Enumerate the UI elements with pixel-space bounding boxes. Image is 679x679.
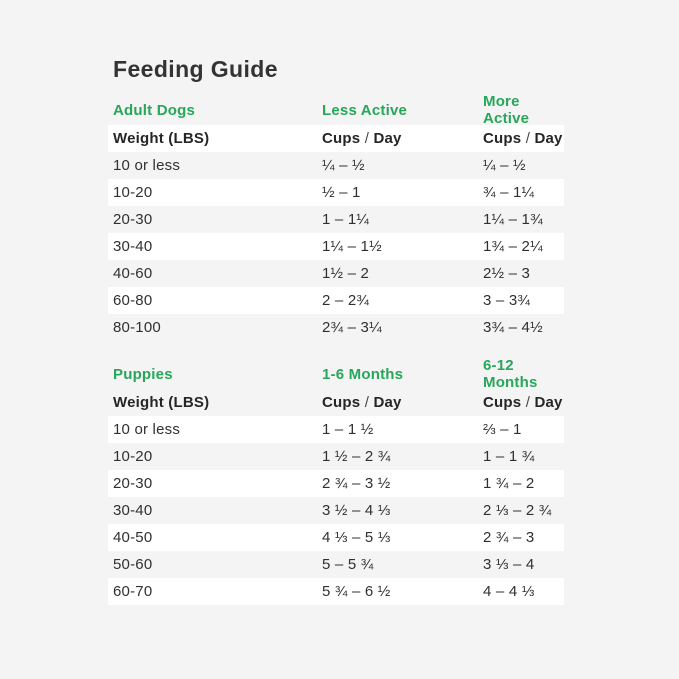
day-word: Day xyxy=(373,394,402,411)
table-row: 10 or less ¼ – ½ ¼ – ½ xyxy=(108,152,564,179)
cups-per-day-header: Cups / Day xyxy=(478,130,564,147)
cups-cell: 2 ⅓ – 2 ¾ xyxy=(483,502,552,519)
day-word: Day xyxy=(534,394,563,411)
table-row: 60-70 5 ¾ – 6 ½ 4 – 4 ⅓ xyxy=(108,578,564,605)
cups-cell: 1¼ – 1½ xyxy=(322,238,382,255)
weight-cell: 10-20 xyxy=(113,448,153,465)
cups-cell: 2 – 2¾ xyxy=(322,292,370,309)
table-row: 30-40 3 ½ – 4 ⅓ 2 ⅓ – 2 ¾ xyxy=(108,497,564,524)
column-label-1-6-months: 1-6 Months xyxy=(322,365,404,383)
weight-cell: 20-30 xyxy=(113,475,153,492)
weight-cell: 60-70 xyxy=(113,583,153,600)
cups-cell: 5 ¾ – 6 ½ xyxy=(322,583,391,600)
cups-cell: 2¾ – 3¼ xyxy=(322,319,382,336)
cups-word: Cups xyxy=(483,130,522,147)
cups-cell: 3 ½ – 4 ⅓ xyxy=(322,502,391,519)
adult-dogs-section-header-row: Adult Dogs Less Active More Active xyxy=(108,93,564,127)
table-row: 10-20 ½ – 1 ¾ – 1¼ xyxy=(108,179,564,206)
weight-cell: 50-60 xyxy=(113,556,153,573)
cups-cell: 1½ – 2 xyxy=(322,265,370,282)
puppies-section-header-row: Puppies 1-6 Months 6-12 Months xyxy=(108,357,564,391)
weight-cell: 60-80 xyxy=(113,292,153,309)
cups-cell: 1¼ – 1¾ xyxy=(483,211,543,228)
cups-word: Cups xyxy=(483,394,522,411)
table-row: 20-30 2 ¾ – 3 ½ 1 ¾ – 2 xyxy=(108,470,564,497)
cups-cell: 1 – 1¼ xyxy=(322,211,370,228)
table-row: 40-60 1½ – 2 2½ – 3 xyxy=(108,260,564,287)
cups-cell: 3 ⅓ – 4 xyxy=(483,556,535,573)
table-row: 10 or less 1 – 1 ½ ⅔ – 1 xyxy=(108,416,564,443)
cups-cell: ¼ – ½ xyxy=(483,157,526,174)
table-row: 50-60 5 – 5 ¾ 3 ⅓ – 4 xyxy=(108,551,564,578)
cups-per-day-header: Cups / Day xyxy=(317,130,478,147)
day-word: Day xyxy=(534,130,563,147)
slash-separator: / xyxy=(525,130,531,147)
slash-separator: / xyxy=(364,394,370,411)
column-label-6-12-months: 6-12 Months xyxy=(483,357,538,391)
column-label-less-active: Less Active xyxy=(322,101,408,119)
cups-cell: 1 – 1 ¾ xyxy=(483,448,535,465)
weight-cell: 10-20 xyxy=(113,184,153,201)
adult-dogs-header-row: Weight (LBS) Cups / Day Cups / Day xyxy=(108,125,564,152)
section-label-puppies: Puppies xyxy=(113,365,173,383)
cups-cell: ¼ – ½ xyxy=(322,157,365,174)
cups-word: Cups xyxy=(322,130,361,147)
puppies-rows: 10 or less 1 – 1 ½ ⅔ – 1 10-20 1 ½ – 2 ¾ 1 – … xyxy=(108,416,564,605)
day-word: Day xyxy=(373,130,402,147)
cups-cell: ½ – 1 xyxy=(322,184,361,201)
cups-cell: 4 ⅓ – 5 ⅓ xyxy=(322,529,391,546)
cups-cell: 2 ¾ – 3 ½ xyxy=(322,475,391,492)
cups-cell: 1 ½ – 2 ¾ xyxy=(322,448,391,465)
cups-cell: 1¾ – 2¼ xyxy=(483,238,543,255)
cups-cell: 3¾ – 4½ xyxy=(483,319,543,336)
weight-cell: 80-100 xyxy=(113,319,161,336)
section-label-adult-dogs: Adult Dogs xyxy=(113,101,195,119)
weight-cell: 20-30 xyxy=(113,211,153,228)
weight-cell: 30-40 xyxy=(113,238,153,255)
weight-cell: 10 or less xyxy=(113,421,181,438)
weight-header: Weight (LBS) xyxy=(113,394,210,411)
table-row: 60-80 2 – 2¾ 3 – 3¾ xyxy=(108,287,564,314)
cups-cell: 4 – 4 ⅓ xyxy=(483,583,535,600)
cups-word: Cups xyxy=(322,394,361,411)
adult-dogs-table: Adult Dogs Less Active More Active Weigh… xyxy=(108,93,564,341)
weight-cell: 30-40 xyxy=(113,502,153,519)
cups-cell: 2½ – 3 xyxy=(483,265,531,282)
page-title: Feeding Guide xyxy=(113,56,278,82)
table-row: 30-40 1¼ – 1½ 1¾ – 2¼ xyxy=(108,233,564,260)
puppies-header-row: Weight (LBS) Cups / Day Cups / Day xyxy=(108,389,564,416)
slash-separator: / xyxy=(525,394,531,411)
cups-cell: 1 ¾ – 2 xyxy=(483,475,535,492)
cups-cell: ¾ – 1¼ xyxy=(483,184,535,201)
slash-separator: / xyxy=(364,130,370,147)
cups-cell: 3 – 3¾ xyxy=(483,292,531,309)
feeding-guide-panel: Feeding Guide Adult Dogs Less Active Mor… xyxy=(108,56,564,605)
table-row: 40-50 4 ⅓ – 5 ⅓ 2 ¾ – 3 xyxy=(108,524,564,551)
weight-header: Weight (LBS) xyxy=(113,130,210,147)
table-row: 80-100 2¾ – 3¼ 3¾ – 4½ xyxy=(108,314,564,341)
cups-cell: ⅔ – 1 xyxy=(483,421,522,438)
table-row: 20-30 1 – 1¼ 1¼ – 1¾ xyxy=(108,206,564,233)
cups-cell: 2 ¾ – 3 xyxy=(483,529,535,546)
cups-cell: 5 – 5 ¾ xyxy=(322,556,374,573)
adult-dogs-rows: 10 or less ¼ – ½ ¼ – ½ 10-20 ½ – 1 ¾ – 1¼ 20-3… xyxy=(108,152,564,341)
cups-per-day-header: Cups / Day xyxy=(478,394,564,411)
column-label-more-active: More Active xyxy=(483,93,530,127)
weight-cell: 40-60 xyxy=(113,265,153,282)
table-row: 10-20 1 ½ – 2 ¾ 1 – 1 ¾ xyxy=(108,443,564,470)
weight-cell: 40-50 xyxy=(113,529,153,546)
weight-cell: 10 or less xyxy=(113,157,181,174)
cups-cell: 1 – 1 ½ xyxy=(322,421,374,438)
puppies-table: Puppies 1-6 Months 6-12 Months Weight (L… xyxy=(108,357,564,605)
cups-per-day-header: Cups / Day xyxy=(317,394,478,411)
